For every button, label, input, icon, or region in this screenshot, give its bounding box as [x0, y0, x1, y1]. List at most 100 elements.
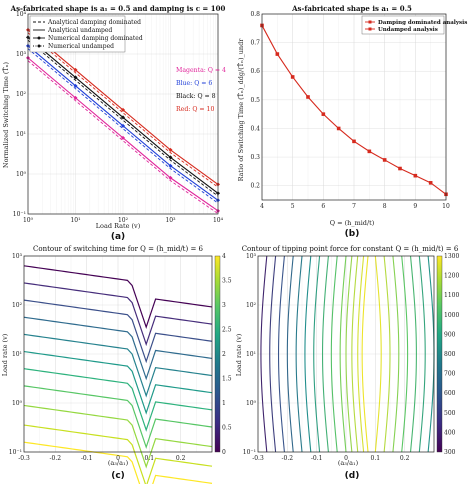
panel-a-ytick-label: 10⁴: [16, 11, 27, 18]
panel-a-title: As-fabricated shape is a₁ = 0.5 and damp…: [10, 4, 226, 13]
panel-d-contour-10: [339, 255, 347, 453]
panel-c-title: Contour of switching time for Q = (h_mid…: [33, 245, 204, 253]
panel-b-label: (b): [345, 229, 360, 239]
panel-a-xtick-label: 10³: [165, 217, 176, 224]
panel-a-legend-entry: Analytical damping dominated: [47, 19, 141, 26]
panel-d-contour-13: [357, 255, 365, 453]
panel-c-contour-11: [23, 441, 213, 484]
panel-b-xtick-label: 10: [442, 203, 450, 210]
panel-d-xtick-label: -0.2: [282, 455, 294, 462]
panel-c-colorbar-tick: 3: [222, 302, 226, 309]
panel-d-label: (d): [345, 471, 360, 481]
panel-b-xtick-label: 4: [260, 203, 264, 210]
panel-b-marker: [352, 139, 356, 144]
panel-d-ytick-label: 10³: [246, 253, 257, 260]
panel-d-contour-3: [277, 255, 285, 453]
panel-a-ytick-label: 10⁻¹: [13, 211, 26, 218]
panel-d-ytick-label: 10⁻¹: [243, 449, 256, 456]
panel-d-ytick-label: 10⁰: [246, 400, 257, 407]
panel-d-colorbar: [436, 255, 443, 453]
panel-c-colorbar-tick: 1: [222, 400, 226, 407]
panel-a-legend-marker: [37, 36, 41, 40]
panel-d-frame: [257, 255, 435, 453]
panel-a-dashed-line-4: [27, 32, 219, 188]
panel-d-xtick-label: 0.1: [371, 455, 381, 462]
panel-c-xlabel: (a₃/a₁): [108, 459, 129, 467]
panel-b-legend-entry: Damping dominated analysis: [378, 20, 467, 26]
panel-b-frame: [261, 13, 447, 201]
panel-d-contour-9: [330, 255, 338, 453]
panel-c-chart: -0.3 -0.2 -0.1 0 0.1 0.2 10⁻¹ 10⁰ 10¹ 10² 10³ 0 0.5 1…: [9, 253, 232, 484]
panel-d-colorbar-tick: 1000: [444, 312, 459, 319]
panel-a-annotation: Magenta: Q = 4: [176, 67, 226, 74]
panel-d-colorbar-tick: 300: [444, 449, 456, 456]
panel-c-contour-3: [23, 299, 213, 364]
panel-a-marker: [168, 147, 173, 152]
panel-b-ytick-label: 0.8: [250, 11, 260, 18]
panel-d-colorbar-tick: 700: [444, 371, 456, 378]
panel-d-contour-2: [269, 255, 277, 453]
panel-a-legend-box: [29, 15, 126, 53]
panel-a-xtick-label: 10²: [118, 217, 129, 224]
panel-d-contour-7: [313, 255, 321, 453]
panel-b-legend-box: [361, 15, 445, 35]
panel-d-contour-15: [374, 255, 382, 453]
panel-c-ylabel: Load rate (v): [1, 333, 9, 376]
panel-c-contour-9: [23, 404, 213, 469]
panel-b-marker: [321, 112, 326, 116]
panel-d-ytick-label: 10²: [246, 302, 257, 309]
panel-d-colorbar-tick: 900: [444, 331, 456, 338]
panel-c-colorbar-tick: 2.5: [222, 327, 232, 334]
panel-d-colorbar-tick: 400: [444, 429, 456, 436]
panel-d-xlabel: (a₃/a₁): [338, 459, 359, 467]
panel-b-marker: [275, 52, 280, 56]
panel-c-contour-4: [23, 316, 213, 381]
panel-a-dashed-line-1: [27, 60, 219, 215]
panel-d-ytick-label: 10¹: [246, 351, 256, 358]
panel-a-ytick-label: 10⁰: [16, 171, 27, 178]
panel-a-annotation: Blue: Q = 6: [176, 80, 212, 87]
panel-b-marker: [382, 158, 387, 162]
panel-d-contour-14: [361, 255, 369, 453]
panel-d-colorbar-tick: 1200: [444, 273, 459, 280]
panel-b-xtick-label: 8: [383, 203, 387, 210]
panel-a-legend-entry: Numerical undamped: [48, 43, 114, 50]
panel-c-contour-10: [23, 424, 213, 484]
panel-a-label: (a): [111, 232, 125, 242]
panel-a-xtick-label: 10¹: [70, 217, 80, 224]
panel-c-xtick-label: -0.3: [18, 455, 30, 462]
panel-a-annotation: Red: Q = 10: [176, 106, 214, 113]
panel-c-xtick-label: 0.2: [176, 455, 186, 462]
panel-a-marker: [121, 135, 125, 140]
panel-d-contour-20: [418, 255, 426, 453]
panel-b-chart: 4 5 6 7 8 9 10 0.2 0.3 0.4 0.5 0.6 0.7 0.8 Damping dom…: [250, 11, 467, 210]
panel-d-contour-16: [383, 255, 391, 453]
panel-d-contour-11: [345, 255, 353, 453]
panel-d-xtick-label: 0: [344, 455, 348, 462]
panel-c-contour-1: [23, 265, 213, 329]
panel-c-contour-5: [23, 333, 213, 398]
panel-a-legend-entry: Analytical undamped: [47, 27, 112, 34]
panel-a-ytick-label: 10¹: [16, 131, 26, 138]
panel-d-chart: -0.3 -0.2 -0.1 0 0.1 0.2 10⁻¹ 10⁰ 10¹ 10² 10³ 300 40…: [243, 253, 460, 462]
panel-d-colorbar-tick: 1100: [444, 292, 459, 299]
panel-a-ytick-label: 10²: [16, 91, 27, 98]
panel-b-ylabel: Ratio of Switching Time (T̄ₙ)_ddg/(T̄ₙ)_…: [236, 38, 245, 182]
panel-a-chart: 10⁰ 10¹ 10² 10³ 10⁴10⁻¹10⁰10¹10²10³10⁴Analyt…: [13, 11, 226, 224]
panel-c-ytick-label: 10⁰: [12, 400, 23, 407]
panel-d-xtick-label: -0.3: [252, 455, 264, 462]
panel-a-marker: [168, 155, 173, 160]
panel-c-contour-6: [23, 350, 213, 415]
panel-c-xtick-label: -0.1: [81, 455, 93, 462]
panel-c-label: (c): [111, 471, 125, 481]
panel-a-marker: [121, 115, 125, 120]
panel-b-xtick-label: 5: [291, 203, 295, 210]
panel-b-marker: [290, 75, 295, 79]
panel-b-legend-entry: Undamped analysis: [378, 27, 438, 33]
panel-d-xtick-label: 0.2: [400, 455, 410, 462]
panel-c-colorbar-tick: 0.5: [222, 425, 232, 432]
panel-a-marker: [73, 83, 78, 88]
panel-a-ytick-label: 10³: [16, 51, 27, 58]
